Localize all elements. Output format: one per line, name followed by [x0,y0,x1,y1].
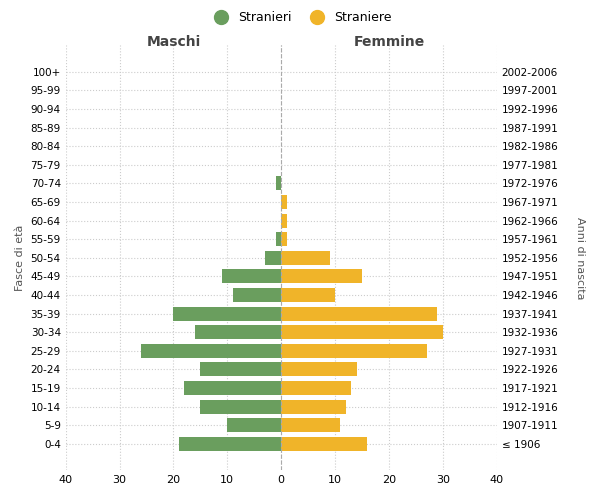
Bar [281,195,287,209]
Bar [179,437,281,451]
Bar [281,232,287,246]
Bar [276,176,281,190]
Bar [281,214,287,228]
Bar [200,362,281,376]
Bar [281,270,362,283]
Bar [281,251,329,265]
Bar [173,306,281,320]
Bar [233,288,281,302]
Y-axis label: Anni di nascita: Anni di nascita [575,216,585,299]
Bar [281,418,340,432]
Bar [227,418,281,432]
Y-axis label: Fasce di età: Fasce di età [15,224,25,291]
Bar [281,306,437,320]
Text: Femmine: Femmine [353,36,425,50]
Bar [141,344,281,358]
Bar [281,288,335,302]
Text: Maschi: Maschi [146,36,200,50]
Bar [281,325,443,339]
Bar [222,270,281,283]
Legend: Stranieri, Straniere: Stranieri, Straniere [203,6,397,29]
Bar [200,400,281,413]
Bar [265,251,281,265]
Bar [281,381,351,395]
Bar [195,325,281,339]
Bar [281,400,346,413]
Bar [281,344,427,358]
Bar [276,232,281,246]
Bar [184,381,281,395]
Bar [281,362,356,376]
Bar [281,437,367,451]
